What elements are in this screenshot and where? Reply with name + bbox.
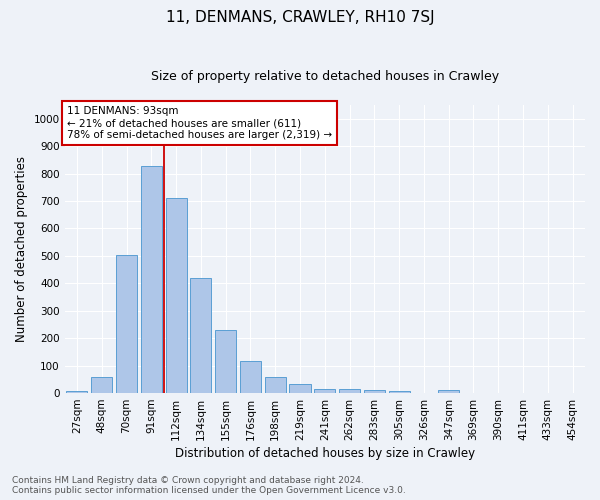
Text: 11, DENMANS, CRAWLEY, RH10 7SJ: 11, DENMANS, CRAWLEY, RH10 7SJ bbox=[166, 10, 434, 25]
Bar bbox=[116, 255, 137, 393]
Bar bbox=[67, 391, 88, 393]
Bar bbox=[364, 390, 385, 393]
Bar bbox=[240, 361, 261, 393]
Text: 11 DENMANS: 93sqm
← 21% of detached houses are smaller (611)
78% of semi-detache: 11 DENMANS: 93sqm ← 21% of detached hous… bbox=[67, 106, 332, 140]
Bar bbox=[389, 391, 410, 393]
Bar bbox=[314, 388, 335, 393]
Bar bbox=[166, 198, 187, 393]
Title: Size of property relative to detached houses in Crawley: Size of property relative to detached ho… bbox=[151, 70, 499, 83]
Bar bbox=[438, 390, 459, 393]
Bar bbox=[190, 278, 211, 393]
Y-axis label: Number of detached properties: Number of detached properties bbox=[15, 156, 28, 342]
Bar bbox=[141, 166, 162, 393]
Bar bbox=[265, 378, 286, 393]
Bar bbox=[91, 378, 112, 393]
Bar bbox=[339, 389, 360, 393]
Text: Contains HM Land Registry data © Crown copyright and database right 2024.
Contai: Contains HM Land Registry data © Crown c… bbox=[12, 476, 406, 495]
X-axis label: Distribution of detached houses by size in Crawley: Distribution of detached houses by size … bbox=[175, 447, 475, 460]
Bar bbox=[289, 384, 311, 393]
Bar bbox=[215, 330, 236, 393]
